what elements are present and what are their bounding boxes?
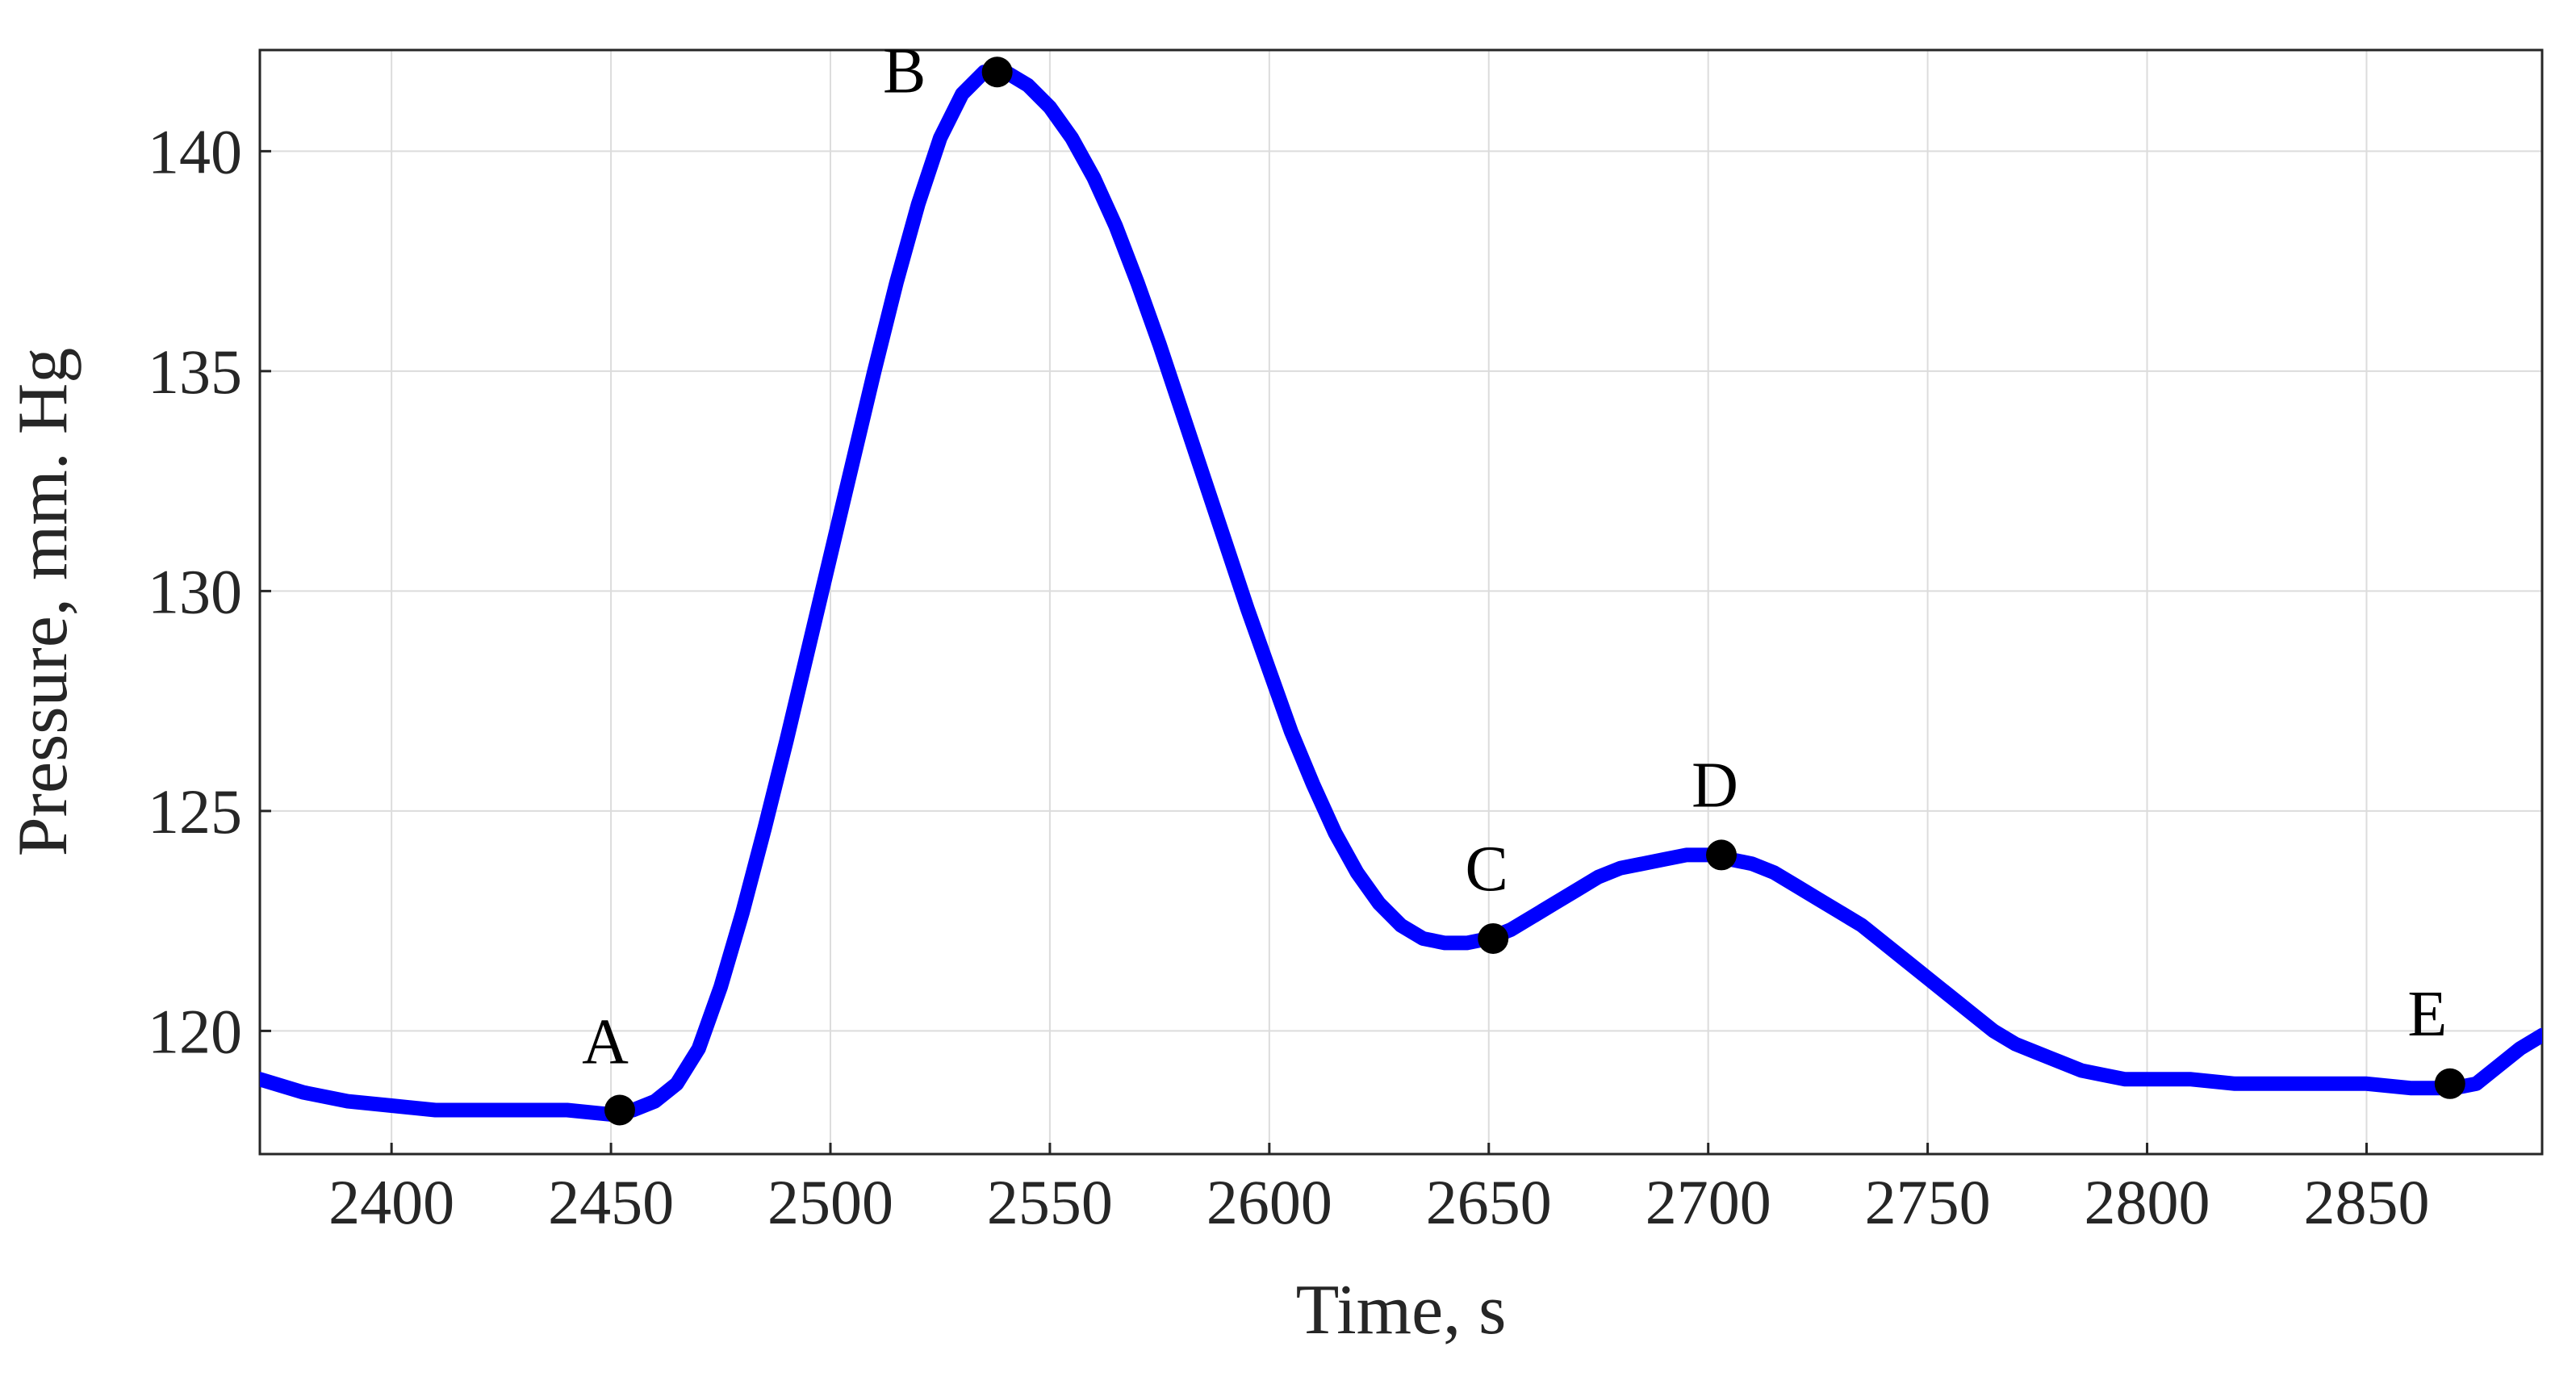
series-layer <box>260 65 2542 1122</box>
y-tick-label: 120 <box>148 996 242 1066</box>
point-label-e: E <box>2407 979 2447 1050</box>
y-tick-label: 140 <box>148 116 242 186</box>
x-tick-label: 2850 <box>2303 1167 2429 1237</box>
x-tick-label: 2500 <box>767 1167 893 1237</box>
point-label-c: C <box>1466 834 1508 905</box>
grid <box>260 50 2542 1154</box>
x-tick-label: 2750 <box>1865 1167 1991 1237</box>
y-axis-title: Pressure, mm. Hg <box>4 348 82 857</box>
point-marker-c <box>1478 922 1509 954</box>
axis-ticks: 2400 2450 2500 2550 2600 2650 2700 2750 2800 2850… <box>148 116 2429 1237</box>
y-tick-label: 135 <box>148 337 242 407</box>
point-label-a: A <box>582 1006 629 1077</box>
x-tick-label: 2800 <box>2085 1167 2210 1237</box>
point-marker-d <box>1706 839 1738 871</box>
x-axis-title: Time, s <box>1296 1271 1507 1349</box>
point-marker-e <box>2434 1068 2465 1099</box>
x-tick-label: 2550 <box>987 1167 1113 1237</box>
x-tick-label: 2600 <box>1206 1167 1332 1237</box>
x-tick-label: 2400 <box>328 1167 454 1237</box>
point-marker-b <box>981 56 1013 88</box>
y-tick-label: 130 <box>148 556 242 626</box>
plot-frame <box>258 48 2544 1156</box>
y-tick-label: 125 <box>148 776 242 847</box>
x-tick-label: 2450 <box>548 1167 674 1237</box>
point-label-b: B <box>883 36 926 107</box>
marked-points: A B C D E <box>582 36 2465 1126</box>
x-tick-label: 2650 <box>1426 1167 1552 1237</box>
pressure-series-line <box>260 65 2542 1122</box>
x-tick-label: 2700 <box>1646 1167 1771 1237</box>
point-marker-a <box>604 1094 635 1126</box>
point-label-d: D <box>1692 750 1738 821</box>
